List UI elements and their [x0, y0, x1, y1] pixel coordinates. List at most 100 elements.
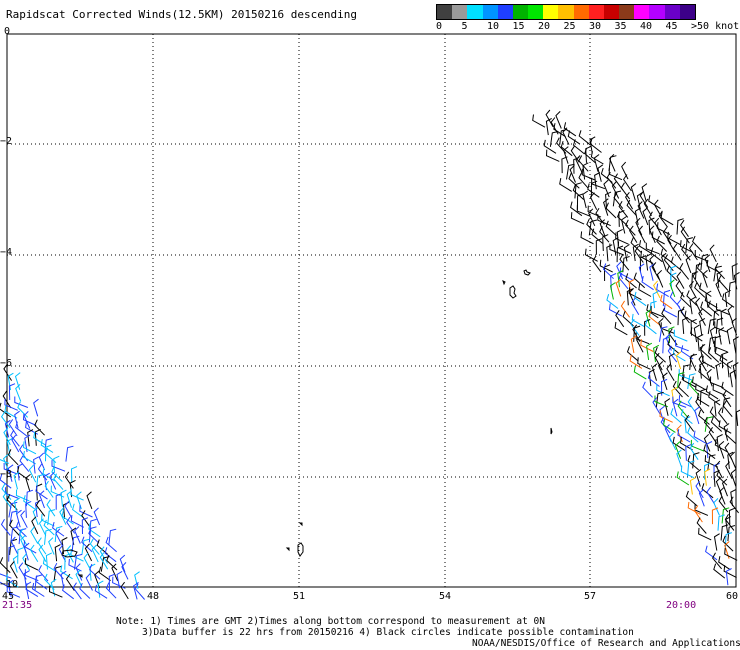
wind-barb: [605, 202, 617, 219]
wind-barb: [642, 381, 653, 398]
wind-barb: [616, 245, 624, 263]
wind-barb: [709, 376, 724, 389]
wind-barb: [587, 205, 602, 218]
wind-barb: [53, 565, 62, 582]
wind-barb: [669, 279, 676, 297]
wind-barb: [675, 339, 689, 352]
wind-barb: [32, 507, 39, 525]
wind-barb: [644, 319, 657, 335]
wind-barb: [85, 573, 93, 591]
wind-barb: [605, 191, 612, 209]
wind-barb: [630, 335, 637, 354]
wind-barb: [592, 255, 602, 273]
latitude-tick-label: −10: [0, 579, 19, 590]
wind-barb: [6, 437, 13, 456]
wind-barb: [0, 581, 11, 589]
wind-barb: [651, 363, 658, 381]
wind-barb: [663, 418, 676, 433]
wind-barb: [732, 362, 739, 380]
wind-barb: [652, 290, 659, 309]
wind-barb: [650, 305, 665, 318]
wind-barb: [572, 139, 585, 155]
color-scale-swatch: [558, 5, 574, 19]
wind-barb: [706, 368, 713, 387]
wind-barb: [563, 122, 577, 137]
color-scale-swatch: [588, 5, 604, 19]
latitude-tick-label: −8: [0, 469, 13, 480]
wind-barb: [718, 441, 725, 459]
island-shape: [502, 280, 506, 286]
wind-barb: [70, 514, 85, 528]
wind-barb: [70, 488, 84, 501]
wind-barb: [621, 161, 629, 180]
wind-barb: [692, 235, 703, 252]
island-shape: [297, 542, 304, 557]
wind-barb: [614, 321, 628, 336]
wind-barb: [23, 570, 30, 588]
wind-barb: [713, 563, 726, 579]
wind-barb: [545, 149, 560, 162]
wind-barb: [626, 288, 633, 306]
wind-barb: [40, 439, 54, 453]
wind-barb: [660, 416, 671, 434]
wind-barb: [694, 249, 709, 262]
wind-barb: [4, 405, 18, 419]
wind-barb: [715, 460, 723, 479]
wind-barb: [15, 384, 22, 402]
wind-barb: [616, 228, 623, 246]
wind-barb: [35, 499, 46, 517]
wind-barb: [2, 491, 12, 509]
wind-barb: [625, 219, 636, 236]
wind-barb: [681, 243, 691, 261]
wind-barb: [712, 309, 721, 326]
wind-barb: [119, 554, 126, 573]
wind-barb: [25, 474, 31, 492]
wind-barb: [721, 293, 735, 308]
wind-barb: [626, 199, 637, 217]
wind-barb: [610, 273, 617, 291]
wind-barb: [613, 173, 624, 191]
wind-barb: [646, 342, 653, 360]
wind-barb: [108, 528, 117, 545]
wind-barb: [602, 263, 614, 280]
wind-barb: [17, 547, 24, 564]
wind-barb: [105, 536, 117, 553]
wind-barb: [570, 212, 585, 225]
wind-barb: [721, 478, 728, 497]
wind-barb: [672, 380, 683, 398]
wind-barb: [729, 496, 739, 514]
wind-barb: [0, 402, 11, 418]
longitude-tick-label: 51: [293, 591, 306, 602]
wind-barb: [663, 304, 678, 318]
wind-barb: [589, 138, 602, 153]
wind-barb: [14, 396, 29, 408]
wind-barb: [574, 182, 582, 199]
wind-barb: [9, 519, 20, 536]
wind-barb: [630, 237, 642, 253]
island-shape: [298, 522, 303, 527]
wind-barb: [725, 568, 732, 586]
wind-barb: [699, 317, 706, 336]
wind-barb: [677, 429, 691, 443]
wind-barb: [545, 117, 552, 136]
wind-barb: [23, 495, 36, 510]
wind-barb: [648, 368, 655, 387]
wind-barb: [653, 199, 662, 217]
wind-barb: [713, 469, 720, 487]
wind-barb: [609, 154, 616, 172]
wind-barb: [622, 174, 632, 192]
wind-barb: [134, 583, 145, 600]
wind-barb: [60, 565, 73, 580]
wind-barb: [641, 275, 654, 291]
wind-barb: [708, 336, 717, 353]
wind-barb: [34, 419, 45, 436]
wind-barb: [27, 429, 34, 447]
map-frame: [6, 33, 737, 588]
wind-barb: [572, 184, 585, 200]
wind-barb: [33, 398, 39, 417]
wind-barb: [39, 490, 45, 509]
wind-barb: [116, 570, 123, 589]
wind-barb: [692, 452, 700, 469]
wind-barb: [694, 406, 700, 425]
wind-barb: [642, 207, 649, 226]
